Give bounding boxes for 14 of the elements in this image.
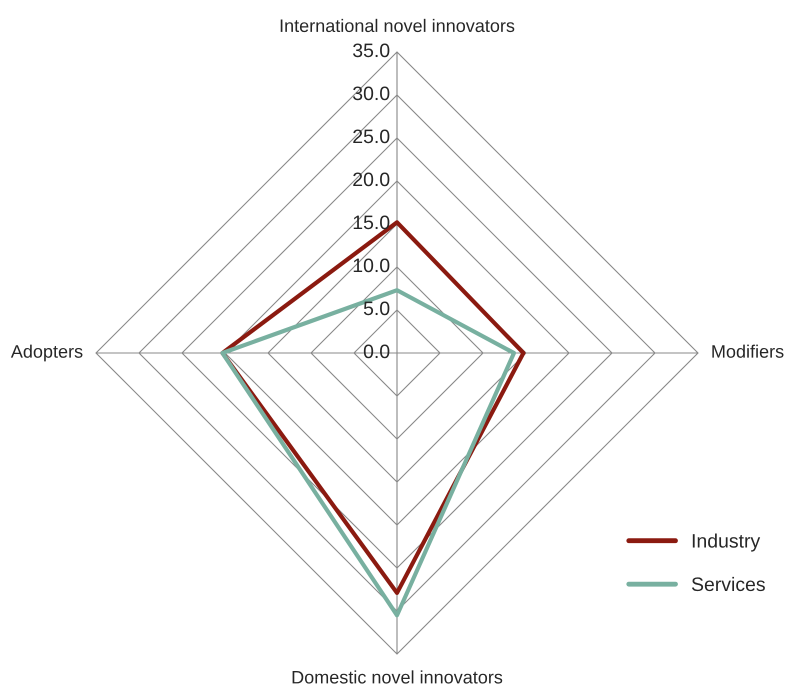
y-tick-label: 25.0: [353, 129, 390, 144]
y-tick-label: 35.0: [353, 43, 390, 58]
spoke-label: Adopters: [10, 344, 82, 362]
legend-label: Services: [692, 576, 765, 592]
y-tick-label: 30.0: [353, 86, 390, 100]
spoke-label: Domestic novel innovators: [292, 670, 502, 684]
legend-label: Industry: [692, 533, 760, 552]
y-tick-label: 15.0: [354, 215, 390, 230]
y-tick-label: 10.0: [354, 258, 390, 272]
spoke-label: Modifiers: [712, 344, 784, 358]
y-tick-label: 20.0: [353, 172, 390, 186]
spoke-label: International novel innovators: [280, 18, 514, 32]
y-tick-label: 5.0: [364, 301, 390, 316]
y-tick-label: 0.0: [364, 344, 390, 358]
